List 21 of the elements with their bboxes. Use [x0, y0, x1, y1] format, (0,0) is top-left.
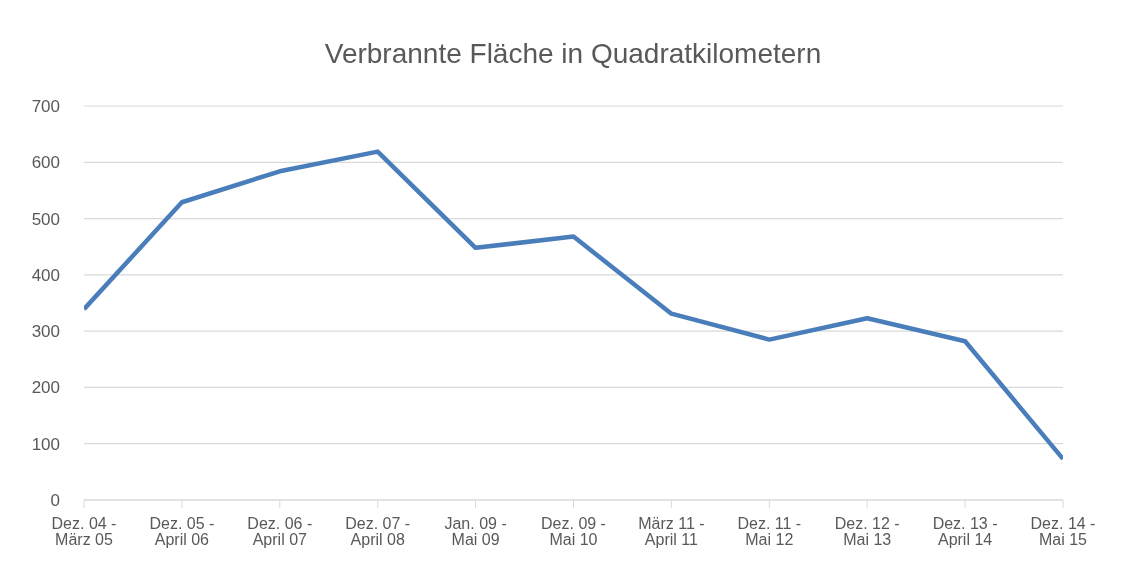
- chart-title: Verbrannte Fläche in Quadratkilometern: [323, 38, 823, 70]
- y-tick-label: 700: [31, 97, 60, 117]
- y-tick-label: 500: [31, 209, 60, 229]
- x-tick-label: Dez. 06 - April 07: [247, 515, 313, 549]
- x-tick-label: Dez. 04 - März 05: [51, 515, 117, 549]
- y-tick-label: 0: [50, 491, 60, 511]
- x-tick-label: Jan. 09 - Mai 09: [444, 515, 507, 549]
- x-tick-label: Dez. 14 - Mai 15: [1030, 515, 1096, 549]
- x-tick-label: Dez. 07 - April 08: [345, 515, 411, 549]
- y-tick-label: 400: [31, 265, 60, 285]
- y-tick-label: 100: [31, 434, 60, 454]
- x-tick-label: Dez. 12 - Mai 13: [834, 515, 900, 549]
- x-tick-label: Dez. 05 - April 06: [149, 515, 215, 549]
- line-series: [84, 149, 1063, 462]
- y-tick-label: 200: [31, 378, 60, 398]
- x-tick-label: Dez. 11 - Mai 12: [737, 515, 802, 549]
- x-tick-label: Dez. 13 - April 14: [932, 515, 998, 549]
- y-tick-label: 600: [31, 153, 60, 173]
- x-tick-label: März 11 - April 11: [638, 515, 705, 549]
- x-tick-label: Dez. 09 - Mai 10: [541, 515, 606, 549]
- y-tick-label: 300: [31, 322, 60, 342]
